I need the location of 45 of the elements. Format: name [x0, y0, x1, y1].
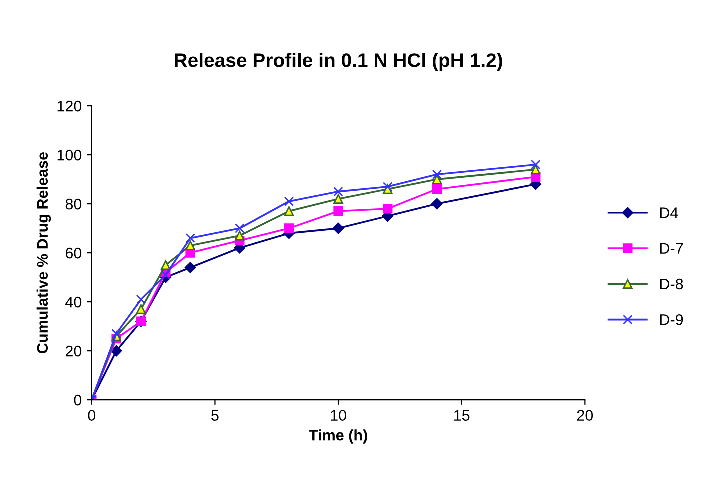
- point: [432, 198, 443, 210]
- point: [432, 184, 442, 194]
- point: [235, 231, 245, 241]
- x-tick-label: 0: [88, 410, 96, 422]
- point: [186, 233, 196, 244]
- point: [530, 160, 541, 170]
- legend-label: D-7: [660, 243, 684, 254]
- point: [110, 345, 122, 357]
- point: [112, 329, 122, 339]
- point: [432, 174, 442, 184]
- point: [334, 186, 344, 197]
- y-tick-label: 80: [66, 198, 82, 210]
- point: [530, 164, 541, 175]
- x-tick-label: 20: [577, 410, 594, 422]
- y-tick-label: 100: [58, 150, 82, 161]
- point: [161, 260, 171, 270]
- point: [235, 224, 245, 234]
- chart-title: Release Profile in 0.1 N HCl (pH 1.2): [175, 53, 502, 72]
- legend-label: D-9: [660, 314, 684, 326]
- point: [136, 294, 146, 304]
- y-axis-title: Cumulative % Drug Release: [36, 152, 52, 354]
- y-tick-label: 60: [66, 248, 82, 259]
- point: [432, 170, 442, 180]
- point: [284, 224, 294, 234]
- point: [334, 194, 344, 204]
- point: [383, 182, 393, 192]
- x-tick-label: 15: [454, 410, 470, 422]
- x-tick-label: 5: [212, 410, 219, 422]
- y-tick-label: 40: [66, 296, 82, 308]
- point: [284, 196, 294, 206]
- point: [136, 304, 146, 314]
- point: [186, 240, 196, 251]
- point: [161, 270, 171, 280]
- y-tick-label: 120: [58, 100, 82, 112]
- x-axis-title: Time (h): [309, 430, 368, 444]
- point: [332, 222, 344, 234]
- y-tick-label: 0: [74, 394, 82, 406]
- y-tick-label: 20: [66, 346, 82, 357]
- legend-label: D4: [660, 208, 678, 218]
- point: [383, 204, 393, 214]
- point: [334, 206, 344, 216]
- point: [284, 206, 294, 216]
- legend-label: D-8: [660, 278, 684, 290]
- x-tick-label: 10: [331, 410, 346, 422]
- point: [184, 262, 196, 274]
